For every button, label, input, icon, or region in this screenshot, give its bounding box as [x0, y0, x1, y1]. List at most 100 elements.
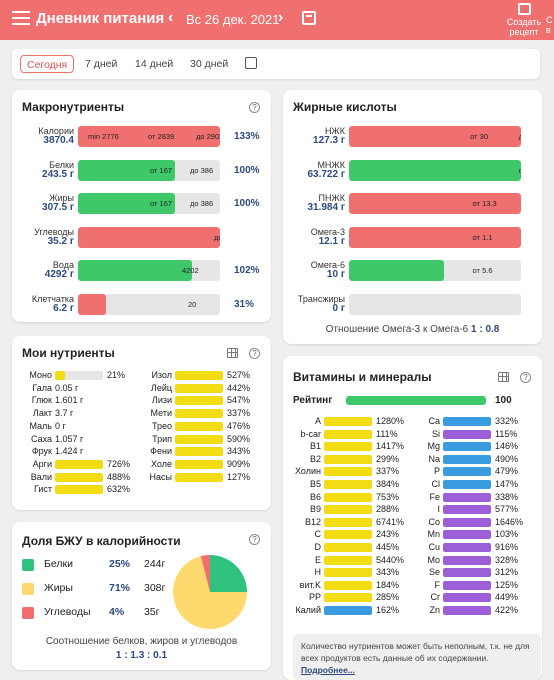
menu-icon[interactable] [12, 11, 30, 25]
bar-text: до 100 [518, 132, 521, 141]
nutrient-label: ПНЖК 31.984 г [287, 193, 345, 213]
vitamin-bar-fill [443, 580, 491, 590]
my-nutrient-bar-fill [55, 472, 103, 482]
note-text: Количество нутриентов может быть неполны… [301, 641, 530, 663]
next-day-button[interactable]: › [278, 9, 284, 26]
vitamin-bar [443, 467, 491, 477]
bju-percent: 71% [109, 582, 131, 594]
vitamin-value: 243% [376, 529, 400, 540]
vitamin-value: 422% [495, 605, 519, 615]
my-nutrient-name: Глюк [31, 395, 52, 406]
nutrient-label: Омега-6 10 г [287, 260, 345, 280]
nutrient-bar-fill [78, 293, 107, 315]
vitamin-bar [443, 555, 491, 565]
create-recipe-button[interactable]: Создать рецепт [504, 3, 544, 37]
vitamin-name: P [433, 466, 440, 477]
vitamin-bar-fill [443, 505, 491, 515]
my-nutrient-bar [175, 396, 223, 406]
nutrient-value: 31.984 г [307, 202, 345, 213]
tab-today[interactable]: Сегодня [20, 55, 75, 73]
vitamin-value: 577% [495, 504, 519, 515]
vitamin-bar-fill [443, 555, 491, 565]
vitamin-value: 6741% [376, 516, 405, 527]
vitamin-name: B6 [309, 491, 321, 502]
help-icon[interactable]: ? [249, 102, 260, 113]
vitamin-bar-fill [443, 492, 491, 502]
vitamin-name: B1 [309, 441, 321, 452]
vitamin-value: 103% [495, 529, 519, 540]
vitamin-bar [324, 442, 372, 452]
my-nutrient-name: Лизи [151, 395, 172, 406]
nutrient-name: Омега-3 [310, 226, 345, 237]
vitamin-bar-fill [443, 517, 491, 527]
vitamin-bar-fill [324, 467, 372, 477]
vitamin-value: 1280% [376, 416, 405, 426]
my-nutrient-value: 547% [227, 395, 251, 406]
nutrient-value: 35.2 г [47, 235, 74, 247]
vitamin-name: b-car [300, 428, 321, 439]
bar-text: до 386 [190, 199, 214, 208]
vitamin-bar-fill [324, 580, 372, 590]
my-nutrient-name: Фрук [31, 446, 52, 457]
bju-share-card: Доля БЖУ в калорийности ? Белки 25% 244г Жи… [12, 522, 271, 670]
nutrient-value: 4292 г [44, 269, 74, 280]
vitamin-name: Холин [295, 466, 321, 477]
bar-text: от 167 [150, 199, 173, 208]
tab-7-days[interactable]: 7 дней [85, 58, 118, 70]
my-nutrient-bar-fill [175, 421, 223, 431]
nutrient-label: Белки 243.5 г [16, 160, 74, 180]
my-nutrient-value: 476% [227, 420, 251, 431]
vitamin-name: C [314, 529, 322, 540]
vitamin-name: Zn [429, 605, 440, 615]
help-icon[interactable]: ? [249, 534, 260, 545]
vitamin-bar [324, 505, 372, 515]
prev-day-button[interactable]: ‹ [168, 9, 174, 26]
note-more-link[interactable]: Подробнее... [301, 665, 355, 675]
vitamin-bar [324, 606, 372, 615]
nutrient-label: Омега-3 12.1 г [287, 227, 345, 247]
vitamin-value: 328% [495, 554, 519, 565]
vitamin-name: B5 [309, 479, 321, 489]
vitamin-bar-fill [443, 467, 491, 477]
vitamin-value: 1646% [495, 516, 524, 527]
vitamin-bar [324, 593, 372, 603]
vitamin-name: B2 [309, 453, 321, 464]
bar-text: до 2902 [196, 132, 220, 141]
vitamin-bar [443, 593, 491, 603]
nutrient-label: Трансжиры 0 г [287, 294, 345, 314]
bar-text: min 2776 [88, 132, 119, 141]
period-calendar-icon[interactable] [245, 57, 257, 69]
vitamin-bar-fill [443, 530, 491, 540]
calendar-icon[interactable] [302, 11, 316, 25]
vitamin-name: E [314, 554, 321, 565]
my-nutrient-value: 343% [227, 446, 251, 457]
my-nutrients-title: Мои нутриенты [22, 346, 115, 360]
tab-30-days[interactable]: 30 дней [190, 58, 229, 70]
my-nutrient-name: Мети [150, 408, 172, 419]
vitamin-value: 162% [376, 605, 400, 615]
app-header: Дневник питания ‹ Вс 26 дек. 2021 › Созд… [0, 0, 554, 40]
tab-14-days[interactable]: 14 дней [135, 58, 174, 70]
vitamin-bar [443, 505, 491, 515]
grid-icon[interactable] [227, 348, 238, 358]
my-nutrient-value: 527% [227, 370, 251, 380]
grid-icon[interactable] [498, 372, 509, 382]
omega-ratio-label: Отношение Омега-3 к Омега-6 [325, 324, 469, 335]
bar-text: от 13.3 [472, 199, 497, 208]
vitamin-name: PP [308, 592, 321, 603]
my-nutrient-value: 127% [227, 471, 251, 482]
vitamin-bar [443, 606, 491, 615]
my-nutrient-bar [175, 434, 223, 444]
vitamin-value: 184% [376, 579, 400, 590]
help-icon[interactable]: ? [249, 348, 260, 359]
help-icon[interactable]: ? [520, 372, 531, 383]
vitamin-name: Mo [427, 554, 440, 565]
nutrient-bar-fill [349, 159, 521, 181]
pie-slice-1 [210, 555, 247, 592]
rating-label: Рейтинг [293, 395, 333, 406]
nutrient-label: Жиры 307.5 г [16, 193, 74, 213]
nutrient-name: Углеводы [34, 226, 74, 237]
my-nutrient-bar-fill [175, 459, 223, 469]
